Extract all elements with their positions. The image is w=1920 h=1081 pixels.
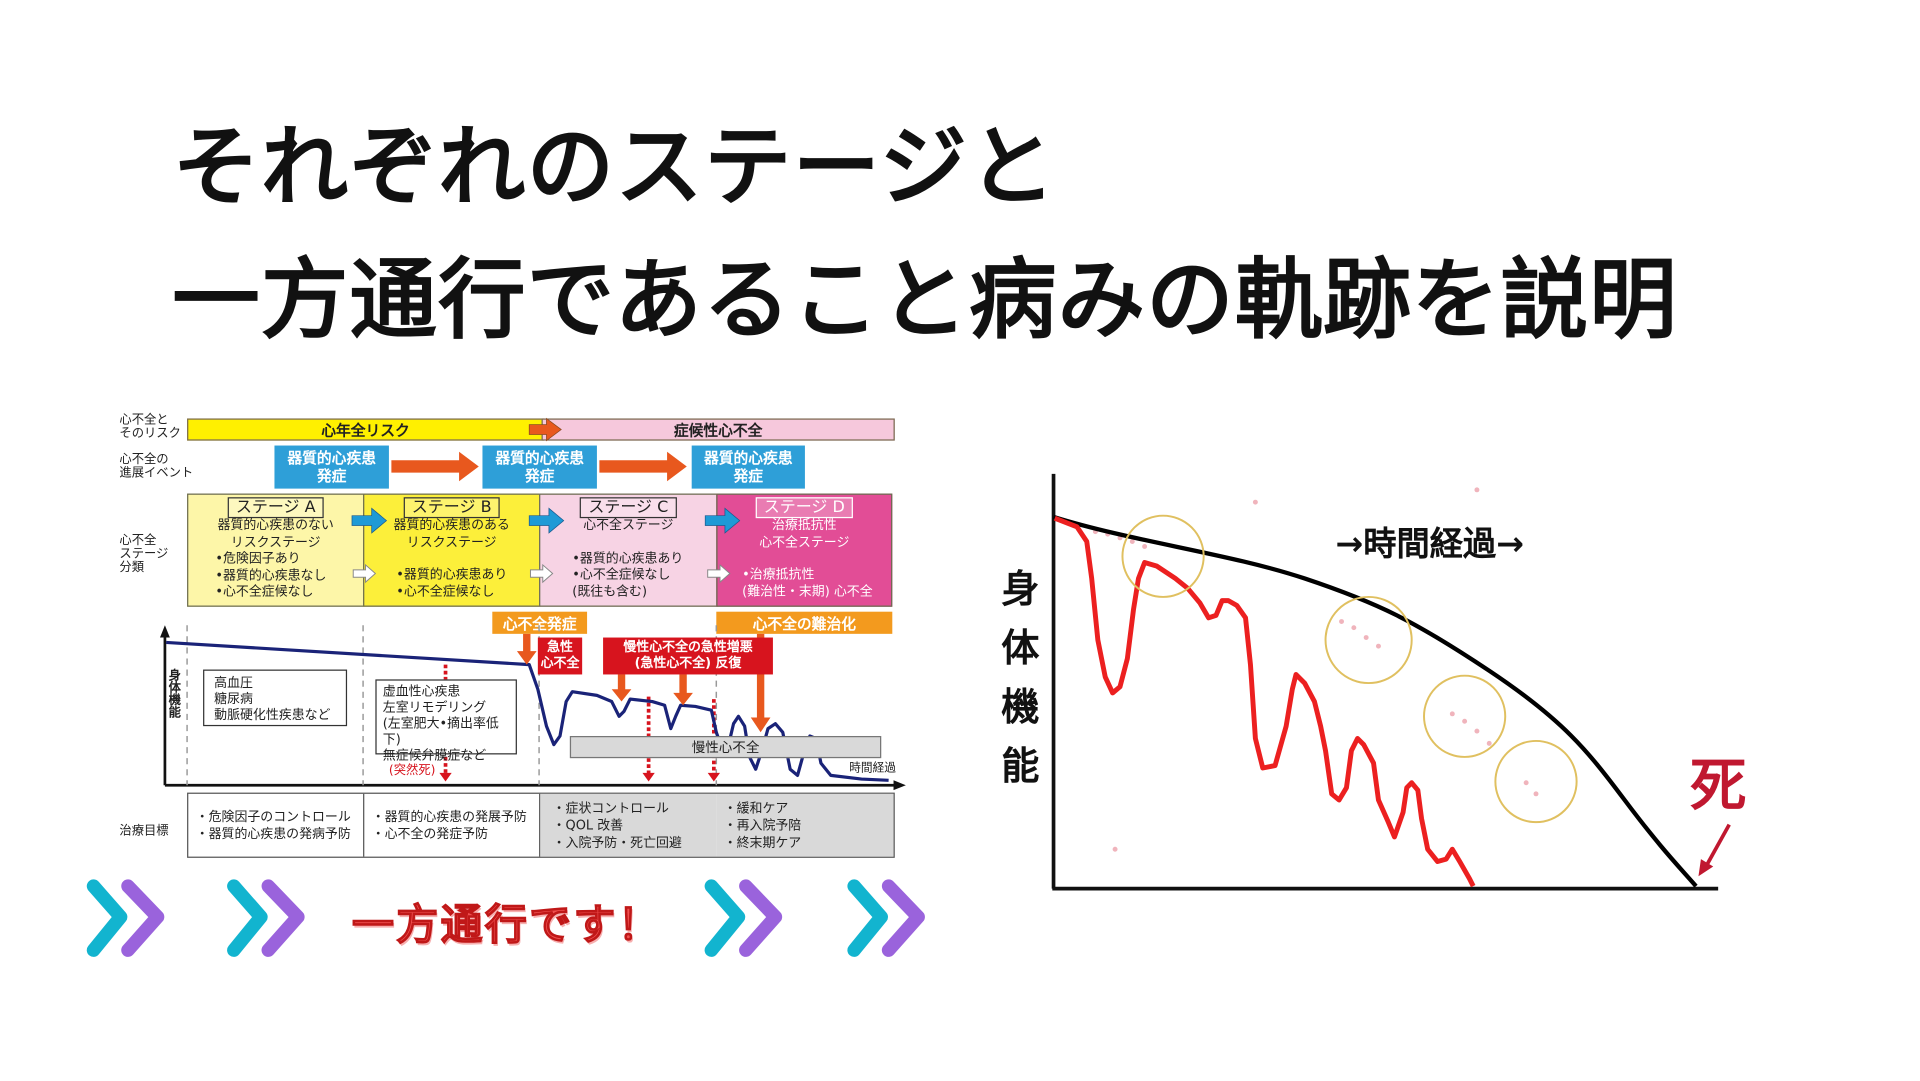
risk-transition-arrow	[528, 417, 562, 442]
treatment-cell-c: ・症状コントロール ・QOL 改善 ・入院予防・死亡回避	[540, 793, 717, 857]
graph-axes	[163, 635, 896, 787]
sudden-death-label: (突然死)	[388, 764, 436, 778]
onset-label: 心不全発症	[492, 611, 588, 634]
graph-x-label: 時間経過	[849, 761, 897, 776]
trajectory-axes	[1051, 473, 1719, 891]
treatment-cell-d: ・緩和ケア ・再入院予陪 ・終末期ケア	[716, 793, 894, 857]
row-label-risk: 心不全と そのリスク	[119, 413, 181, 441]
physical-function-curve	[166, 640, 889, 782]
chevron-icon	[704, 879, 783, 957]
row-label-stages: 心不全 ステージ 分類	[119, 534, 169, 575]
y-axis-arrowhead	[159, 625, 170, 638]
treatment-goals-table: ・危険因子のコントロール ・器質的心疾患の発病予防 ・器質的心疾患の発展予防 ・心不…	[187, 792, 895, 858]
event-box-2: 器質的心疾患 発症	[482, 445, 597, 489]
treatment-cell-a: ・危険因子のコントロール ・器質的心疾患の発病予防	[188, 793, 365, 857]
repeat-exacerbation-label: 慢性心不全の急性増悪 (急性心不全) 反復	[603, 637, 773, 675]
acute-hf-label: 急性 心不全	[537, 637, 583, 675]
stage-arrow-b-c	[528, 507, 565, 534]
event-arrow-2	[599, 451, 687, 482]
event-box-3: 器質的心疾患 発症	[691, 445, 805, 489]
orange-down-arrows	[516, 633, 771, 733]
treatment-cell-b: ・器質的心疾患の発展予防 ・心不全の発症予防	[364, 793, 541, 857]
white-stage-arrows	[352, 563, 731, 584]
stage-a-box: ステージ A 器質的心疾患のない リスクステージ •危険因子あり •器質的心疾患なし…	[187, 493, 365, 607]
stage-arrow-a-b	[351, 507, 388, 534]
stage-arrow-c-d	[704, 507, 741, 534]
recovery-highlight-circles	[1121, 514, 1578, 824]
refractory-label: 心不全の難治化	[716, 611, 893, 634]
symptomatic-bar: 症候性心不全	[541, 418, 895, 441]
ideal-decline-curve	[1052, 514, 1698, 888]
stage-c-box: ステージ C 心不全ステージ •器質的心疾患あり •心不全症候なし (既往も含む)	[539, 493, 718, 607]
stage-b-box: ステージ B 器質的心疾患のある リスクステージ •器質的心疾患あり •心不全症候な…	[363, 493, 541, 607]
graph-y-label: 身体機能	[168, 669, 181, 720]
chevron-icon	[847, 879, 925, 957]
chevron-icon	[227, 879, 305, 957]
death-label: 死	[1689, 751, 1747, 819]
event-box-1: 器質的心疾患 発症	[274, 445, 389, 489]
chevron-icon	[86, 879, 165, 957]
actual-trajectory-curve	[1053, 515, 1476, 888]
x-axis-arrowhead	[893, 780, 906, 791]
chronic-hf-bar: 慢性心不全	[569, 735, 882, 759]
time-passage-label: →時間経過→	[1335, 525, 1524, 564]
structural-disease-box: 虚血性心疾患 左室リモデリング (左室肥大•摘出率低下) 無症候弁膜症など	[375, 679, 517, 763]
risk-factors-box: 高血圧 糖尿病 動脈硬化性疾患など	[203, 669, 348, 727]
stage-d-box: ステージ D 治療抵抗性 心不全ステージ •治療抵抗性 (難治性・末期) 心不全	[716, 493, 893, 607]
title-line-1: それぞれのステージと	[172, 115, 1057, 218]
row-label-events: 心不全の 進展イベント	[119, 452, 194, 480]
title-line-2: 一方通行であること病みの軌跡を説明	[172, 248, 1678, 351]
one-way-text: 一方通行です！	[351, 900, 663, 951]
event-arrow-1	[391, 451, 479, 482]
stage-arrows	[351, 507, 741, 534]
risk-bar: 心年全リスク	[187, 418, 544, 441]
physical-function-label: 身体機能	[1001, 567, 1040, 789]
row-label-treatment: 治療目標	[119, 824, 169, 839]
death-arrow-icon	[1703, 823, 1731, 870]
